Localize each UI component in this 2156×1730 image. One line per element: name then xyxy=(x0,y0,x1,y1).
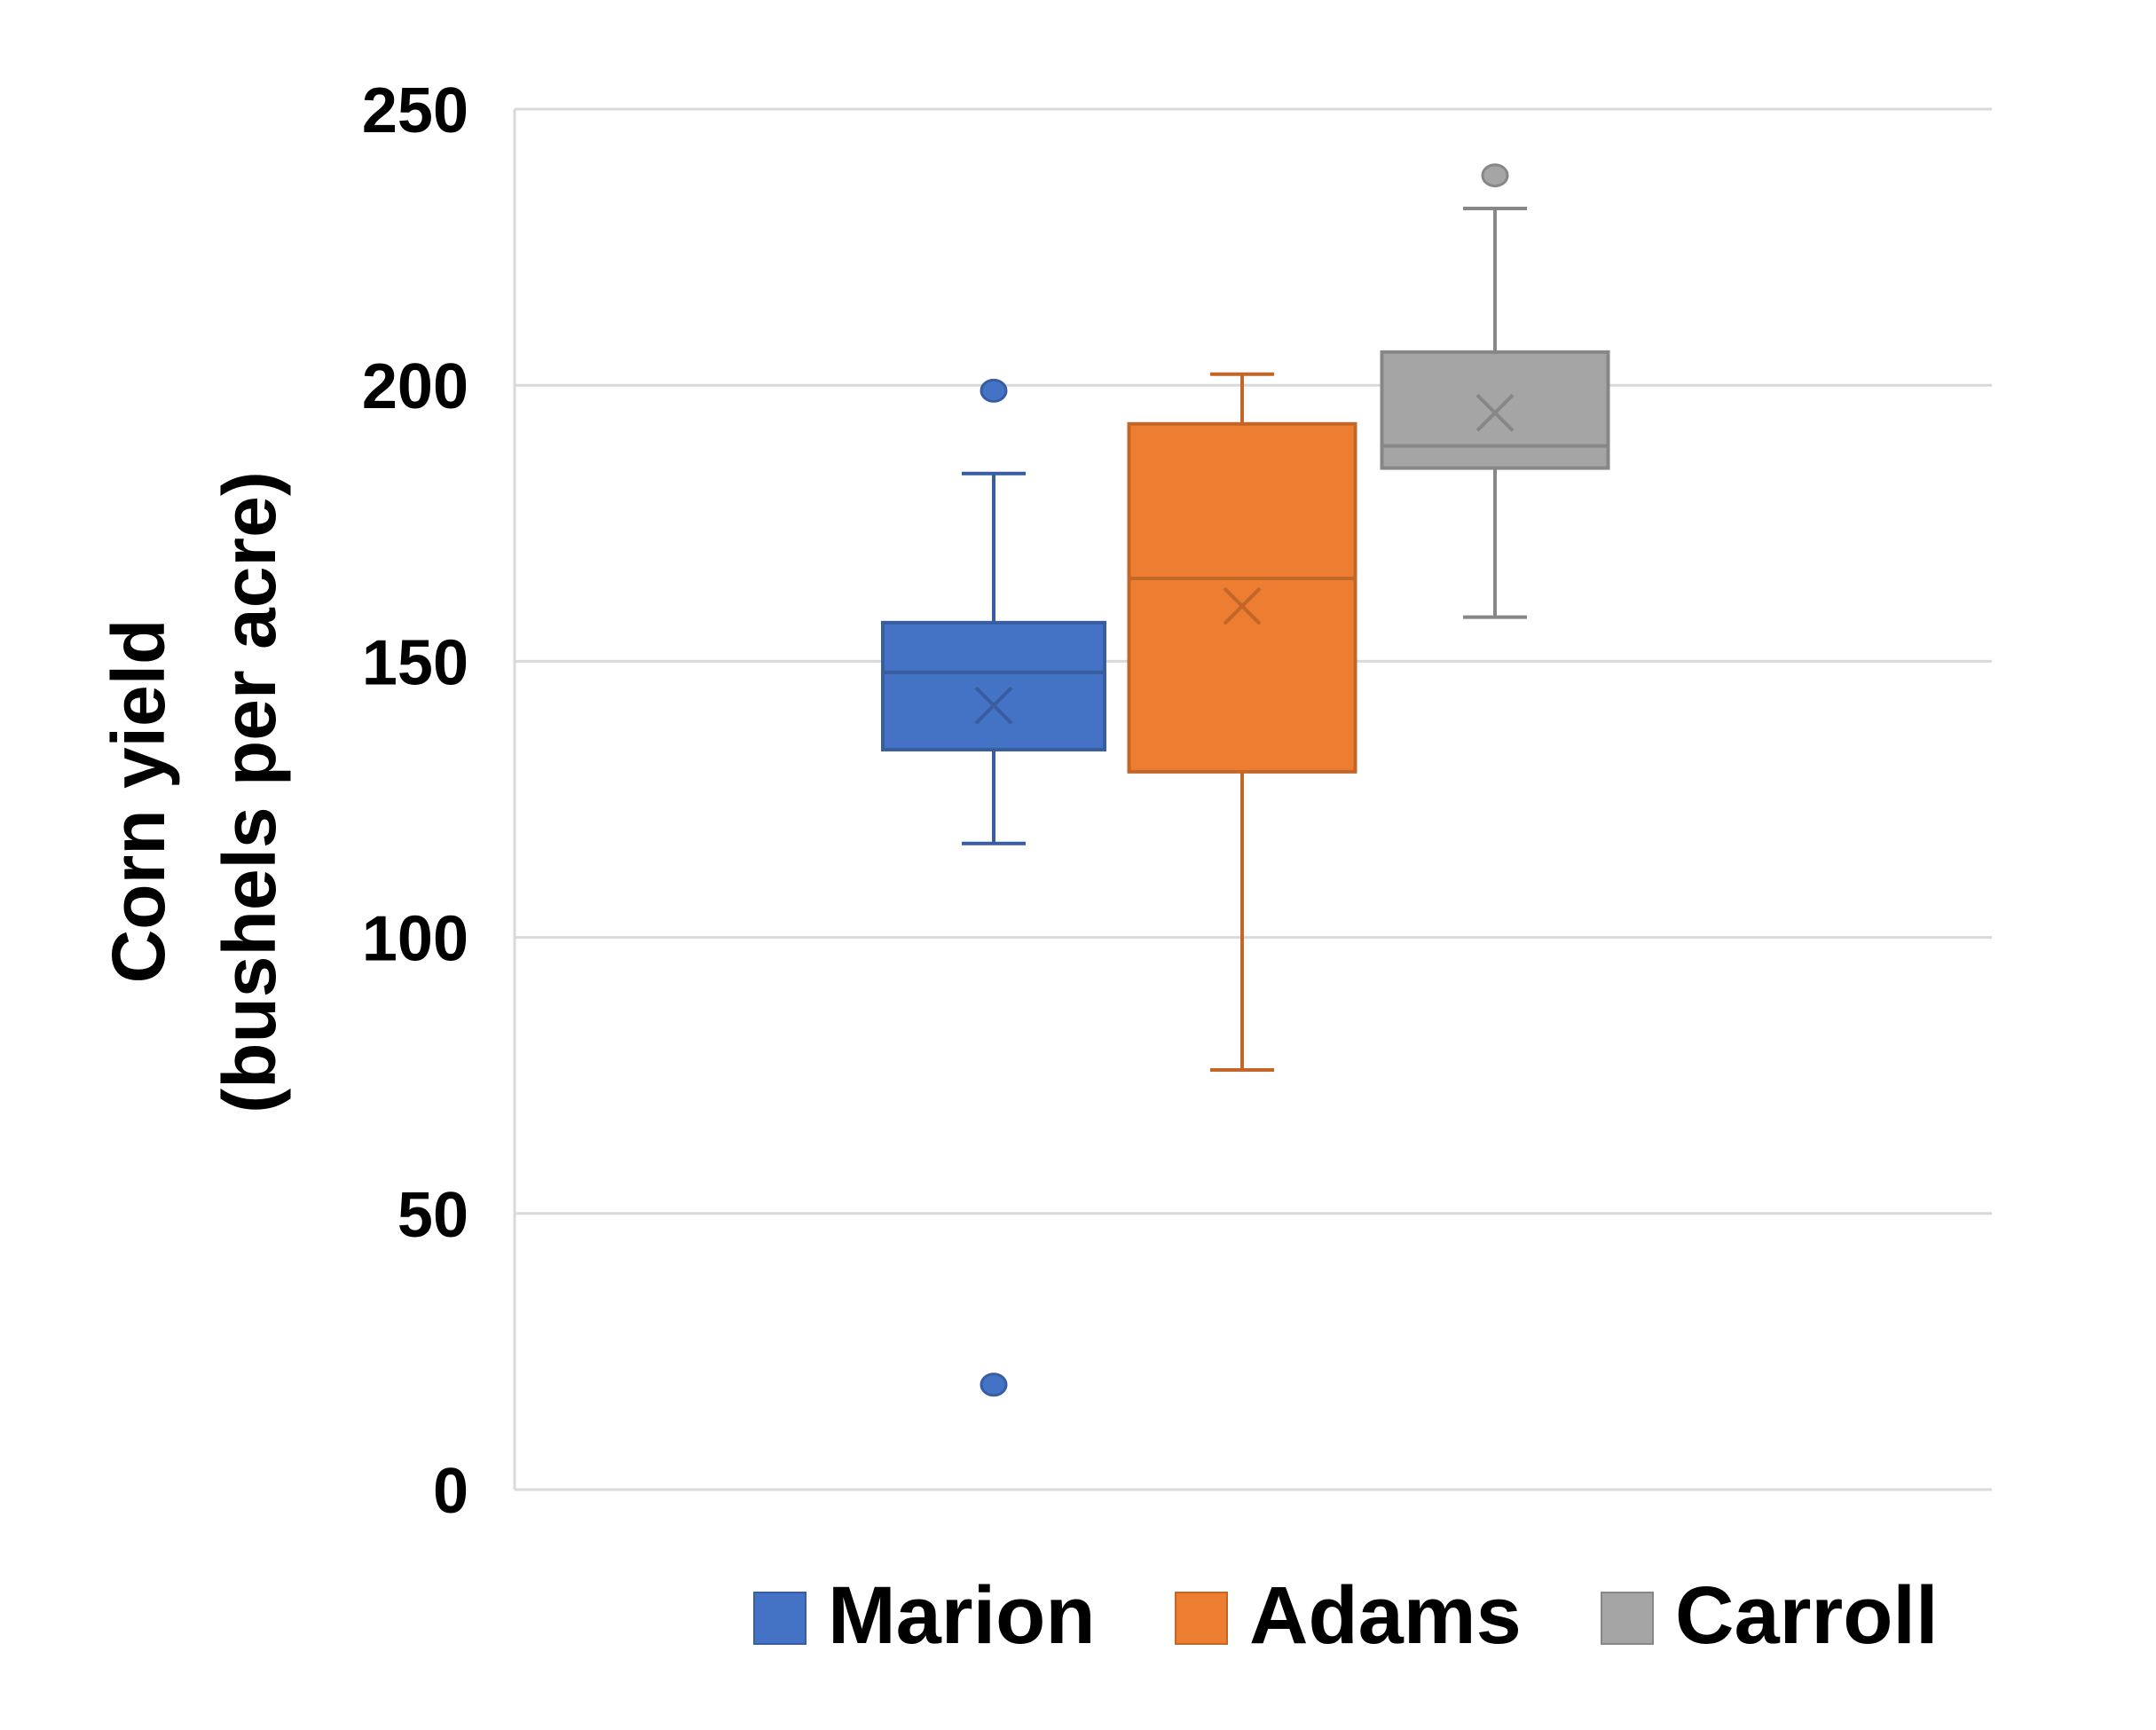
y-tick-label-0: 0 xyxy=(433,1456,468,1527)
marion-outlier-0 xyxy=(980,378,1008,403)
y-tick-label-250: 250 xyxy=(362,75,468,146)
box-carroll xyxy=(1380,163,1610,619)
legend-swatch-adams xyxy=(1175,1592,1228,1645)
legend-label-adams: Adams xyxy=(1249,1570,1522,1661)
adams-mean-marker-b xyxy=(1223,586,1262,625)
box-series xyxy=(881,163,1610,1397)
adams-box xyxy=(1127,421,1357,774)
carroll-outlier-0 xyxy=(1481,163,1509,188)
y-axis-title-line2: (bushels per acre) xyxy=(208,471,291,1113)
legend: Marion Adams Carroll xyxy=(753,1570,1939,1661)
gridlines xyxy=(513,107,1992,1491)
box-marion xyxy=(881,378,1106,1397)
legend-label-marion: Marion xyxy=(828,1570,1096,1661)
y-tick-label-50: 50 xyxy=(397,1180,468,1251)
marion-box xyxy=(881,620,1106,751)
marion-mean-marker-b xyxy=(974,686,1013,725)
carroll-mean-marker-b xyxy=(1475,393,1515,432)
y-tick-label-150: 150 xyxy=(362,627,468,698)
legend-swatch-carroll xyxy=(1601,1592,1654,1645)
marion-outlier-1 xyxy=(980,1372,1008,1397)
y-axis-tick-labels: 0 50 100 150 200 250 xyxy=(362,75,468,1527)
carroll-box xyxy=(1380,350,1610,470)
y-tick-label-100: 100 xyxy=(362,904,468,975)
box-adams xyxy=(1127,372,1357,1072)
y-tick-label-200: 200 xyxy=(362,351,468,422)
legend-label-carroll: Carroll xyxy=(1675,1570,1939,1661)
legend-swatch-marion xyxy=(753,1592,807,1645)
y-axis-title-line1: Corn yield xyxy=(97,619,180,984)
